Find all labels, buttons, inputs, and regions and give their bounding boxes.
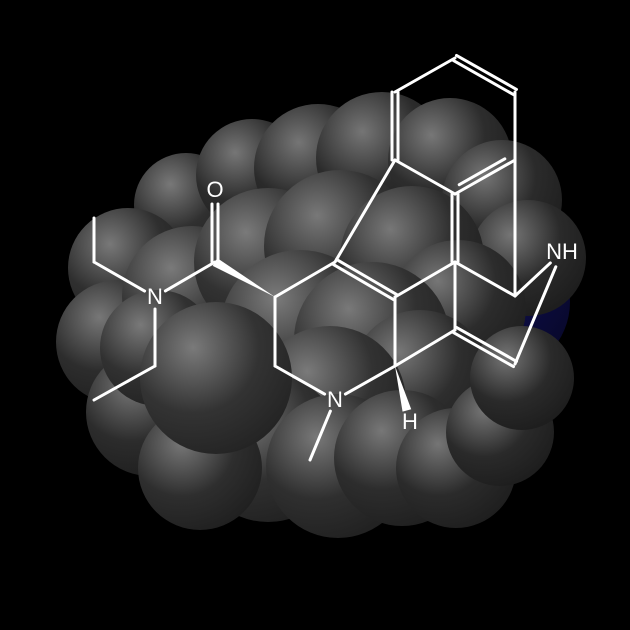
molecule-graphic: O N N NH H bbox=[0, 0, 630, 630]
atom-label-o: O bbox=[206, 179, 223, 201]
atom-sphere bbox=[140, 302, 292, 454]
atom-label-n: N bbox=[147, 286, 163, 308]
atom-label-nh: NH bbox=[546, 241, 578, 263]
atom-label-h: H bbox=[402, 411, 418, 433]
atom-label-n: N bbox=[327, 389, 343, 411]
atom-sphere bbox=[470, 326, 574, 430]
